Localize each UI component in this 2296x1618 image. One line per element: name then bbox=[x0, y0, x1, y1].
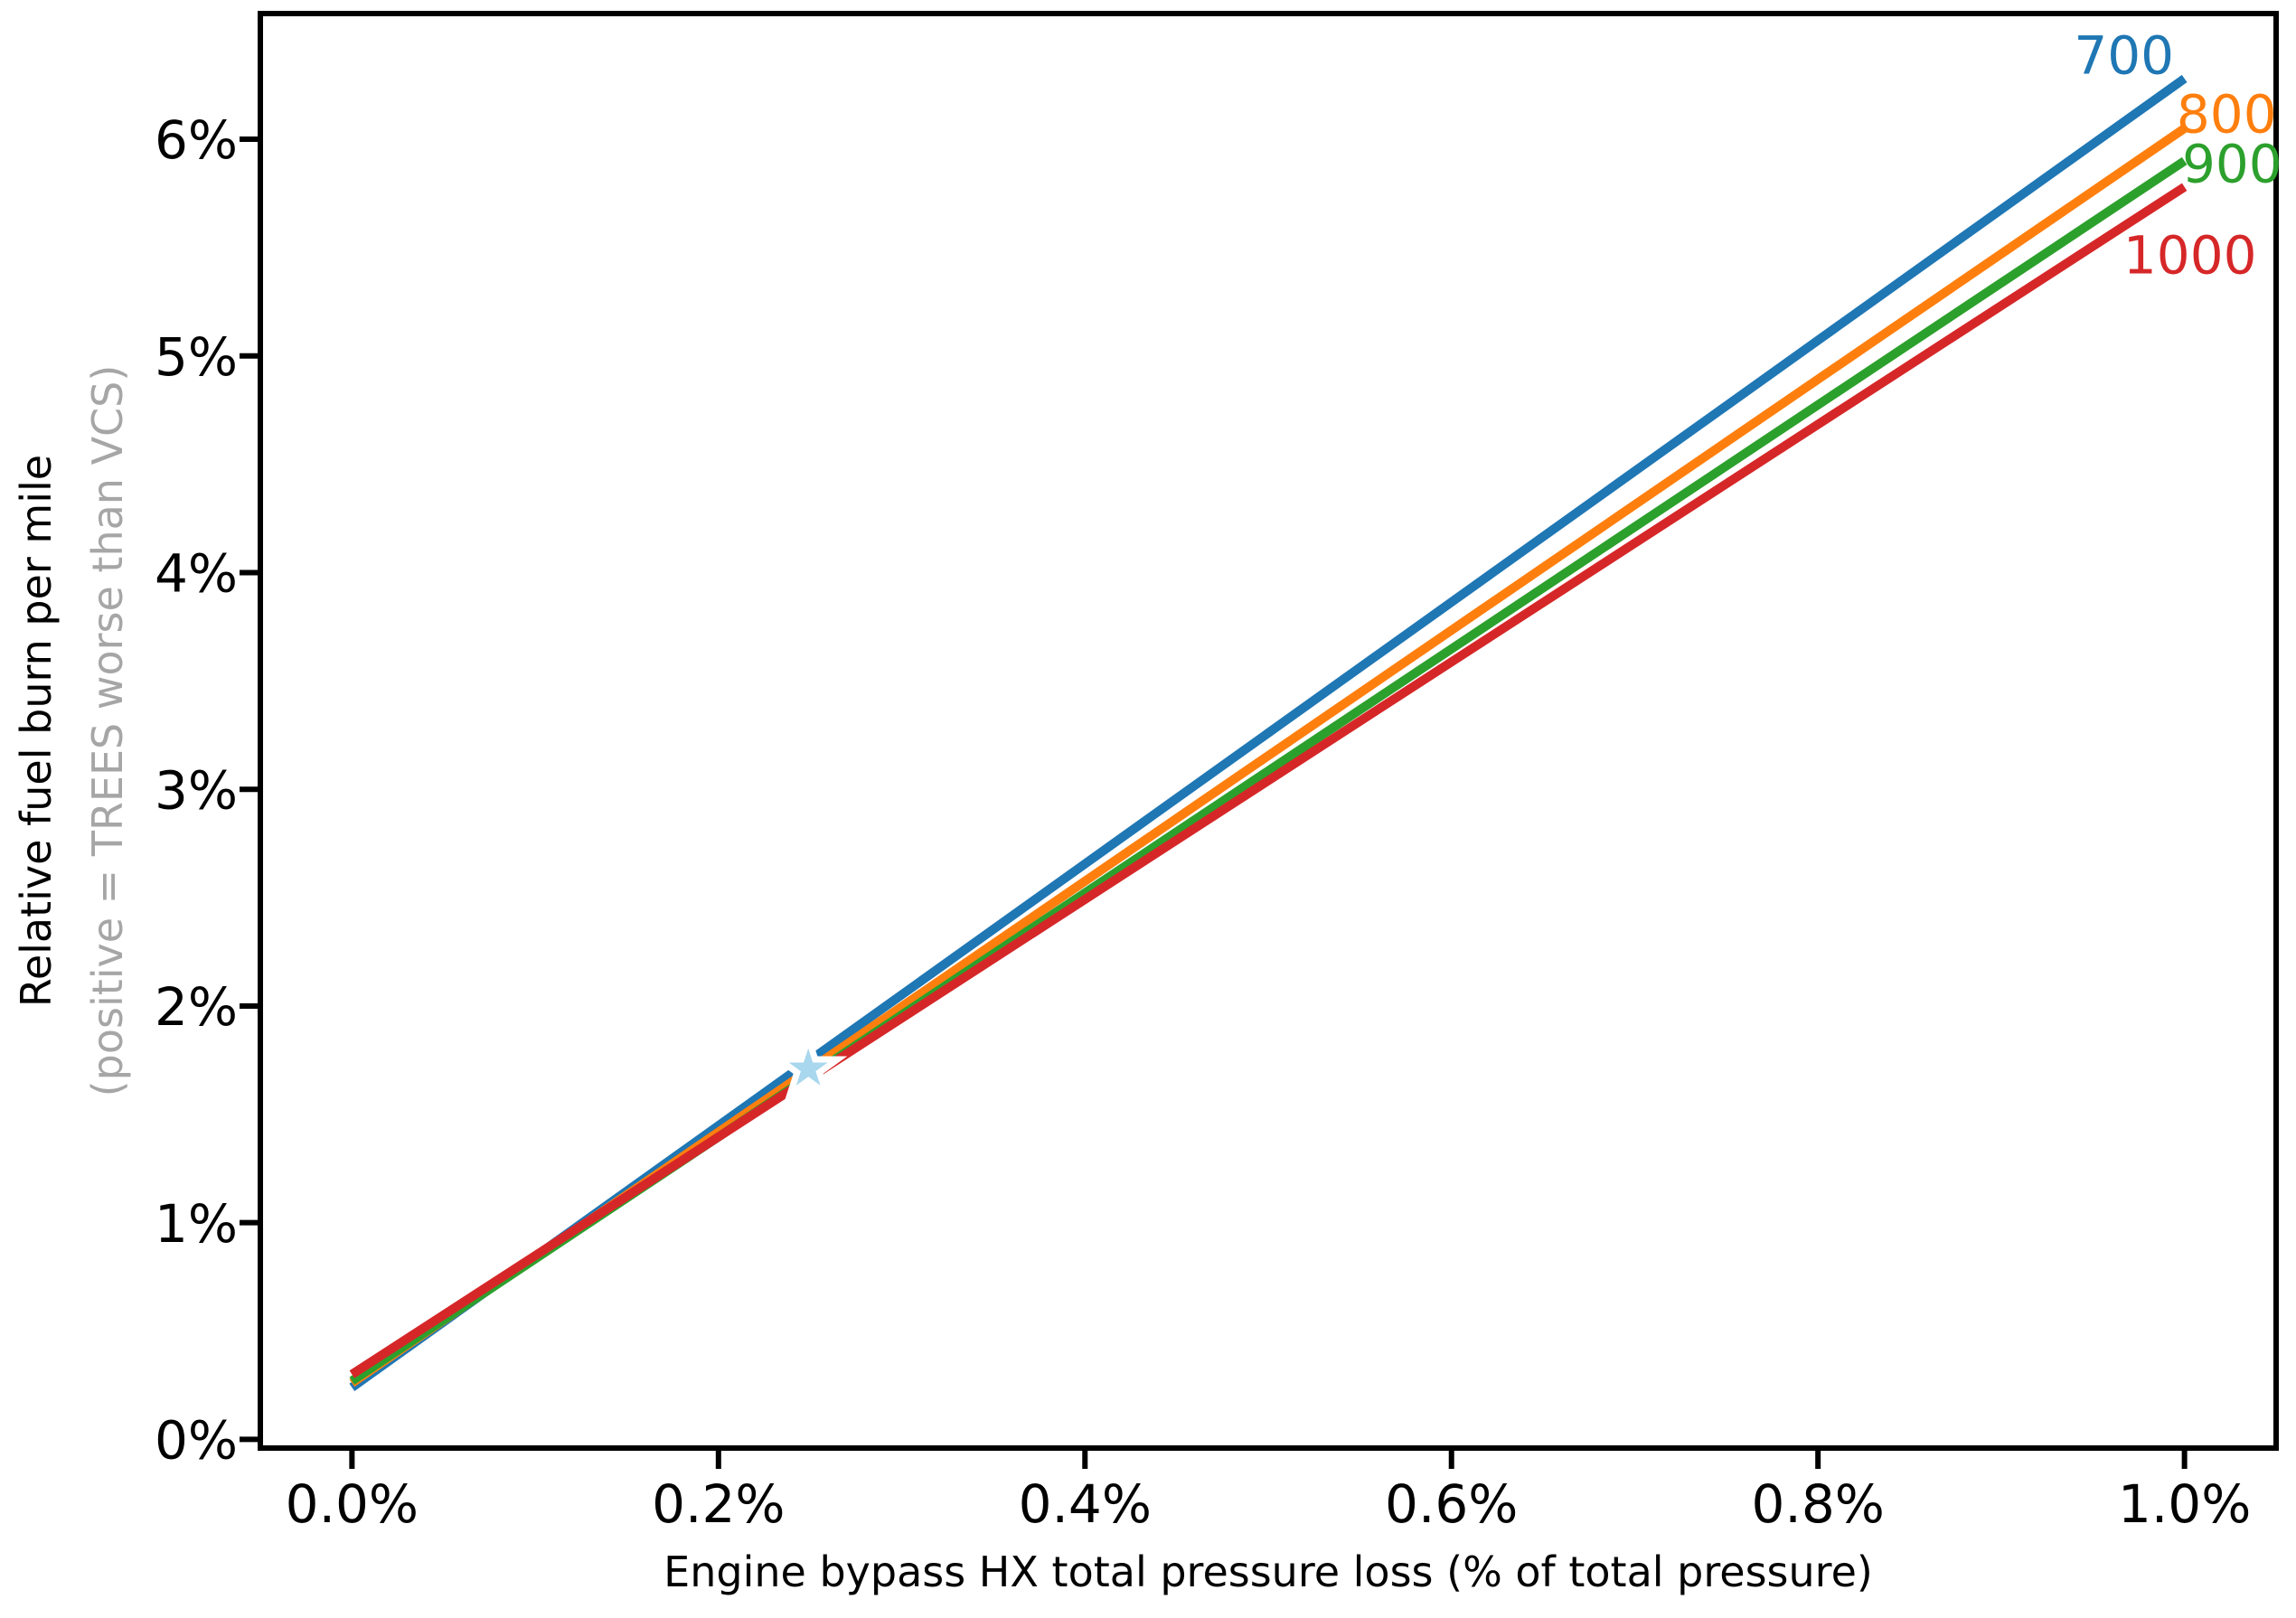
y-tick-label: 0% bbox=[155, 1410, 238, 1472]
x-tick-label: 0.4% bbox=[1019, 1473, 1152, 1535]
y-axis-label: Relative fuel burn per mile bbox=[12, 455, 61, 1007]
x-tick-label: 1.0% bbox=[2118, 1473, 2251, 1535]
y-tick-label: 3% bbox=[155, 759, 238, 821]
y-tick-label: 2% bbox=[155, 976, 238, 1038]
y-tick-label: 6% bbox=[155, 109, 238, 171]
y-tick-label: 1% bbox=[155, 1193, 238, 1255]
y-tick-label: 4% bbox=[155, 543, 238, 605]
x-tick-label: 0.0% bbox=[286, 1473, 419, 1535]
series-label-800: 800 bbox=[2177, 83, 2277, 145]
star-marker bbox=[769, 1028, 848, 1103]
y-axis-label-note: (positive = TREES worse than VCS) bbox=[83, 365, 132, 1097]
series-label-900: 900 bbox=[2182, 134, 2282, 195]
axes-frame bbox=[258, 11, 2279, 1451]
series-label-700: 700 bbox=[2074, 25, 2174, 87]
x-axis-label: Engine bypass HX total pressure loss (% … bbox=[663, 1547, 1873, 1596]
series-line-1000 bbox=[349, 183, 2188, 1378]
x-tick-label: 0.2% bbox=[652, 1473, 785, 1535]
x-tick-label: 0.8% bbox=[1752, 1473, 1885, 1535]
x-tick-label: 0.6% bbox=[1385, 1473, 1518, 1535]
y-tick-label: 5% bbox=[155, 326, 238, 388]
series-label-1000: 1000 bbox=[2123, 224, 2257, 286]
